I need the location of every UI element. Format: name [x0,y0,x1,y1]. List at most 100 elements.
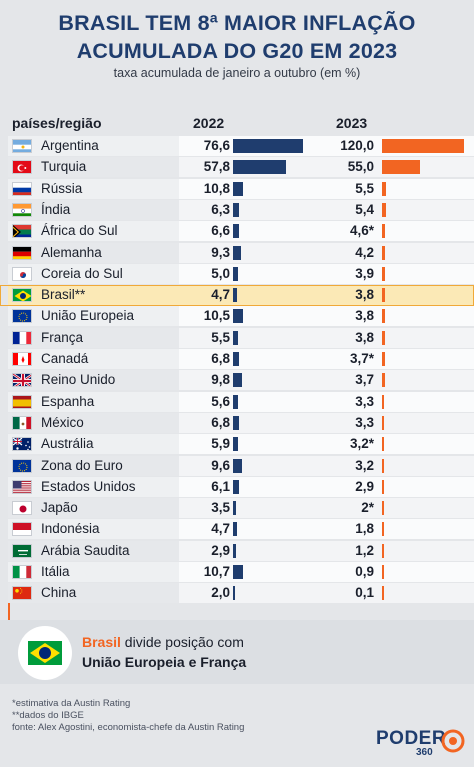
callout-text-line1: Brasil divide posição com [82,634,244,650]
row-bg-2023 [332,285,474,306]
table-row: Austrália 5,9 3,2* [8,434,474,455]
table-row: Rússia 10,8 5,5 [8,178,474,199]
row-bg-2023 [332,199,474,220]
bar-2023 [382,458,385,473]
value-2022: 2,9 [211,542,230,558]
bar-2023 [382,543,384,558]
bar-2023 [382,415,385,430]
row-bg-country [8,370,179,391]
value-2023: 3,9 [355,265,374,281]
bar-2023 [382,522,384,537]
row-bg-2022 [179,199,332,220]
callout-text-rest: divide posição com [120,634,244,650]
bar-2022 [233,139,303,153]
table-row: França 5,5 3,8 [8,327,474,348]
table-row: Coreia do Sul 5,0 3,9 [8,263,474,284]
bar-2022 [233,394,239,409]
callout-brasil: Brasil [82,634,121,650]
value-2023: 3,3 [355,414,374,430]
value-2022: 4,7 [211,521,230,537]
country-name: Indonésia [41,521,100,537]
table-row: Indonésia 4,7 1,8 [8,519,474,540]
bar-2023 [382,181,386,196]
value-2023: 3,8 [355,329,374,345]
value-2022: 2,0 [211,585,230,601]
row-bg-country [8,540,179,561]
value-2023: 2,9 [355,478,374,494]
value-2023: 3,3 [355,393,374,409]
row-bg-country [8,306,179,327]
footnote-ibge: **dados do IBGE [12,710,84,721]
row-bg-2023 [332,349,474,369]
table-row: Canadá 6,8 3,7* [8,349,474,369]
row-bg-country [8,391,179,412]
table-row: China 2,0 0,1 [8,583,474,604]
value-2023: 3,2* [349,436,374,452]
brazil-flag-icon [12,288,32,303]
country-name: Japão [41,500,78,516]
row-bg-2023 [332,242,474,263]
brazil-flag-icon [28,641,62,665]
value-2023: 4,6* [349,223,374,239]
bar-2022 [233,309,243,324]
bar-2022 [233,288,238,303]
canada-flag-icon [12,352,32,366]
bar-2022 [233,415,240,430]
bar-2023 [382,139,464,153]
table-row: Reino Unido 9,8 3,7 [8,370,474,391]
row-bg-2023 [332,391,474,412]
table-row: Espanha 5,6 3,3 [8,391,474,412]
row-bg-country [8,434,179,455]
table-row: Argentina 76,6 120,0 [8,136,474,156]
row-bg-country [8,136,179,156]
table-row: África do Sul 6,6 4,6* [8,221,474,242]
poder360-logo-suffix: 360 [416,747,433,758]
bar-2023 [382,565,384,579]
japan-flag-icon [12,501,32,516]
value-2022: 6,1 [211,478,230,494]
row-bg-2022 [179,327,332,348]
value-2022: 5,5 [211,329,230,345]
value-2022: 4,7 [211,287,230,303]
bar-2022 [233,458,242,473]
row-bg-2023 [332,434,474,455]
bar-2022 [233,479,239,494]
bar-2022 [233,181,243,196]
country-name: Arábia Saudita [41,542,130,558]
eu-flag-icon [12,458,32,473]
value-2022: 10,8 [203,180,230,196]
value-2023: 5,4 [355,201,374,217]
row-bg-2023 [332,306,474,327]
value-2023: 3,8 [355,308,374,324]
value-2022: 5,0 [211,265,230,281]
value-2023: 120,0 [340,138,374,153]
country-name: China [41,585,77,601]
value-2022: 3,5 [211,500,230,516]
bar-2023 [382,394,385,409]
row-bg-country [8,221,179,242]
china-flag-icon [12,586,32,601]
row-bg-2023 [332,221,474,242]
row-bg-2023 [332,178,474,199]
column-header-country: países/região [12,115,102,131]
table-row: Alemanha 9,3 4,2 [8,242,474,263]
indonesia-flag-icon [12,522,32,537]
bar-2023 [382,266,385,281]
bar-2023 [382,330,385,345]
bar-2023 [382,352,385,366]
table-row: Índia 6,3 5,4 [8,199,474,220]
poder360-logo-icon [441,729,465,753]
table-row: Turquia 57,8 55,0 [8,157,474,178]
value-2023: 0,9 [355,564,374,579]
footnote-estimate: *estimativa da Austin Rating [12,698,131,709]
row-bg-2022 [179,583,332,604]
australia-flag-icon [12,437,32,452]
south-africa-flag-icon [12,224,32,239]
value-2023: 5,5 [355,180,374,196]
country-name: Índia [41,201,71,217]
row-bg-2022 [179,221,332,242]
table-row: Arábia Saudita 2,9 1,2 [8,540,474,561]
eu-flag-icon [12,309,32,324]
bar-2023 [382,437,385,452]
table-row: União Europeia 10,5 3,8 [8,306,474,327]
